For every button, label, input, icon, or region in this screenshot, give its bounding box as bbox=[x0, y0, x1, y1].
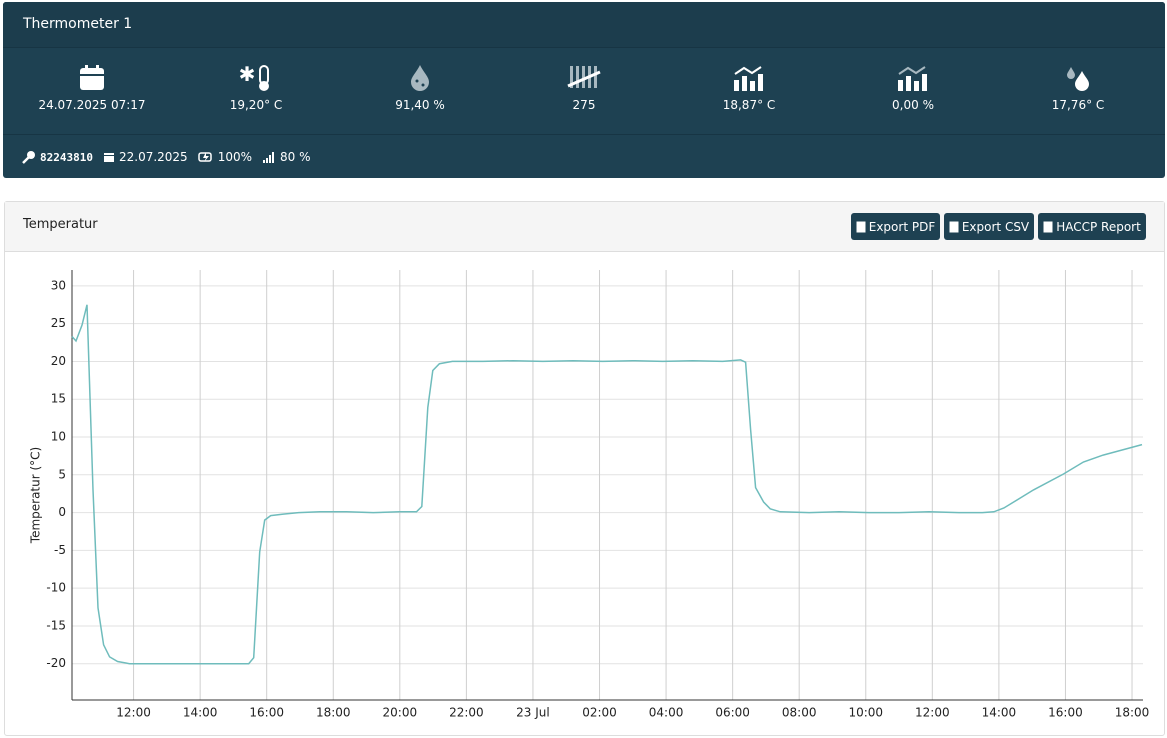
stat-value: 24.07.2025 07:17 bbox=[38, 98, 146, 112]
stat: 17,76° C bbox=[998, 48, 1158, 112]
panel-title: Temperatur bbox=[23, 217, 98, 232]
stat-value: 18,87° C bbox=[722, 98, 776, 112]
device-card: Thermometer 1 24.07.2025 07:17 ✱ 19,20° C… bbox=[3, 2, 1165, 178]
info-signal: 80 % bbox=[280, 150, 311, 164]
haccp-report-button[interactable]: HACCP Report bbox=[1038, 213, 1146, 240]
stats-row: 24.07.2025 07:17 ✱ 19,20° C 91,40 % 275 1… bbox=[3, 48, 1165, 135]
stat-value: 17,76° C bbox=[1051, 98, 1105, 112]
info-date: 22.07.2025 bbox=[118, 150, 188, 164]
card-title: Thermometer 1 bbox=[3, 2, 1165, 48]
stat-value: 275 bbox=[572, 98, 596, 112]
button-label[interactable]: Export CSV bbox=[961, 219, 1030, 234]
button-label[interactable]: HACCP Report bbox=[1056, 219, 1141, 234]
stat-value: 0,00 % bbox=[892, 98, 934, 112]
stat-value: 19,20° C bbox=[229, 98, 283, 112]
stat: 0,00 % bbox=[833, 48, 993, 112]
stat: ✱ 19,20° C bbox=[176, 48, 336, 112]
button-label[interactable]: Export PDF bbox=[868, 219, 936, 234]
info-row: 82243810 22.07.2025 100% 80 % bbox=[3, 135, 1165, 179]
stat-value: 91,40 % bbox=[395, 98, 445, 112]
chart-panel: Temperatur Export PDF Export CSV HACCP R… bbox=[4, 201, 1165, 736]
svg-text:✱: ✱ bbox=[239, 64, 256, 86]
stat: 91,40 % bbox=[340, 48, 500, 112]
stat: 24.07.2025 07:17 bbox=[12, 48, 172, 112]
info-battery: 100% bbox=[217, 150, 253, 164]
info-id: 82243810 bbox=[40, 150, 93, 164]
stat: 18,87° C bbox=[669, 48, 829, 112]
stat: 275 bbox=[504, 48, 664, 112]
export-csv-button[interactable]: Export CSV bbox=[944, 213, 1034, 240]
export-pdf-button[interactable]: Export PDF bbox=[851, 213, 940, 240]
panel-header: Temperatur Export PDF Export CSV HACCP R… bbox=[5, 202, 1164, 252]
